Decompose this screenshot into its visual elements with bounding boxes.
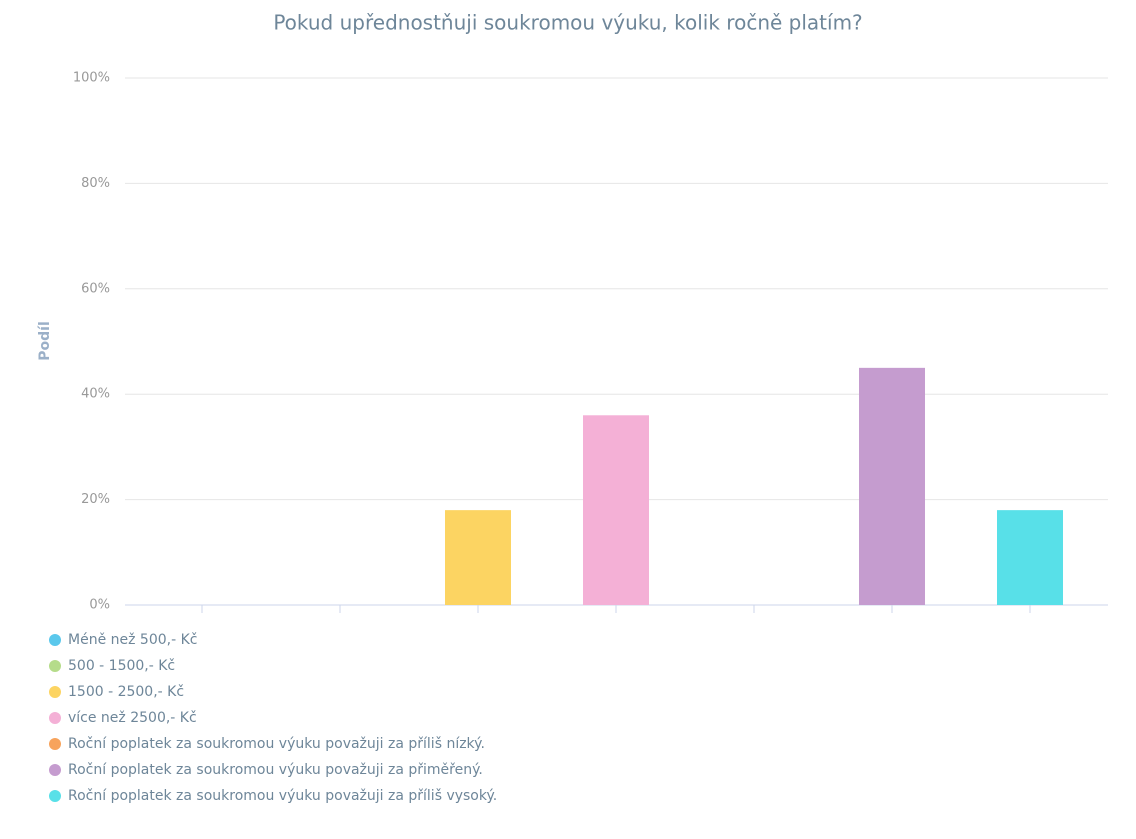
legend-marker bbox=[49, 634, 61, 646]
bar bbox=[445, 510, 511, 605]
chart-title: Pokud upřednostňuji soukromou výuku, kol… bbox=[273, 11, 862, 35]
legend-label: Méně než 500,- Kč bbox=[68, 632, 197, 648]
y-tick-label: 60% bbox=[81, 281, 110, 296]
bar bbox=[997, 510, 1063, 605]
y-tick-label: 20% bbox=[81, 492, 110, 507]
legend-marker bbox=[49, 790, 61, 802]
bar bbox=[859, 367, 925, 605]
legend-marker bbox=[49, 660, 61, 672]
y-tick-label: 100% bbox=[73, 71, 110, 86]
y-tick-label: 0% bbox=[89, 598, 110, 613]
y-tick-label: 80% bbox=[81, 176, 110, 191]
legend-label: více než 2500,- Kč bbox=[68, 710, 197, 726]
bar bbox=[583, 415, 649, 605]
legend-label: Roční poplatek za soukromou výuku považu… bbox=[68, 762, 483, 778]
legend-label: 500 - 1500,- Kč bbox=[68, 658, 175, 674]
y-axis-label: Podíl bbox=[37, 321, 53, 361]
legend-marker bbox=[49, 738, 61, 750]
legend-marker bbox=[49, 686, 61, 698]
legend-label: Roční poplatek za soukromou výuku považu… bbox=[68, 788, 497, 804]
legend-marker bbox=[49, 712, 61, 724]
legend-marker bbox=[49, 764, 61, 776]
legend-label: 1500 - 2500,- Kč bbox=[68, 684, 184, 700]
legend-label: Roční poplatek za soukromou výuku považu… bbox=[68, 736, 485, 752]
y-tick-label: 40% bbox=[81, 387, 110, 402]
